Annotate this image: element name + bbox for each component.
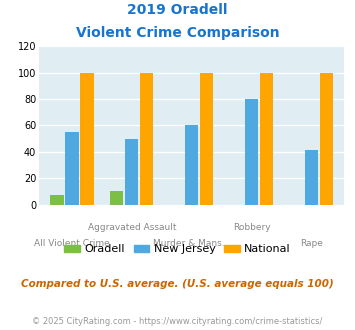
Text: Compared to U.S. average. (U.S. average equals 100): Compared to U.S. average. (U.S. average … (21, 279, 334, 289)
Text: All Violent Crime: All Violent Crime (34, 239, 110, 248)
Bar (245, 99, 258, 205)
Bar (125, 139, 138, 205)
Text: Violent Crime Comparison: Violent Crime Comparison (76, 26, 279, 40)
Bar (80, 73, 93, 205)
Bar (185, 125, 198, 205)
Bar (140, 73, 153, 205)
Bar (200, 73, 213, 205)
Bar (260, 73, 273, 205)
Text: 2019 Oradell: 2019 Oradell (127, 3, 228, 17)
Legend: Oradell, New Jersey, National: Oradell, New Jersey, National (60, 240, 295, 259)
Bar (110, 191, 124, 205)
Text: Rape: Rape (300, 239, 323, 248)
Bar (50, 195, 64, 205)
Text: Aggravated Assault: Aggravated Assault (88, 223, 176, 232)
Bar (320, 73, 333, 205)
Text: Murder & Mans...: Murder & Mans... (153, 239, 230, 248)
Text: Robbery: Robbery (233, 223, 271, 232)
Text: © 2025 CityRating.com - https://www.cityrating.com/crime-statistics/: © 2025 CityRating.com - https://www.city… (32, 317, 323, 326)
Bar (305, 150, 318, 205)
Bar (65, 132, 78, 205)
